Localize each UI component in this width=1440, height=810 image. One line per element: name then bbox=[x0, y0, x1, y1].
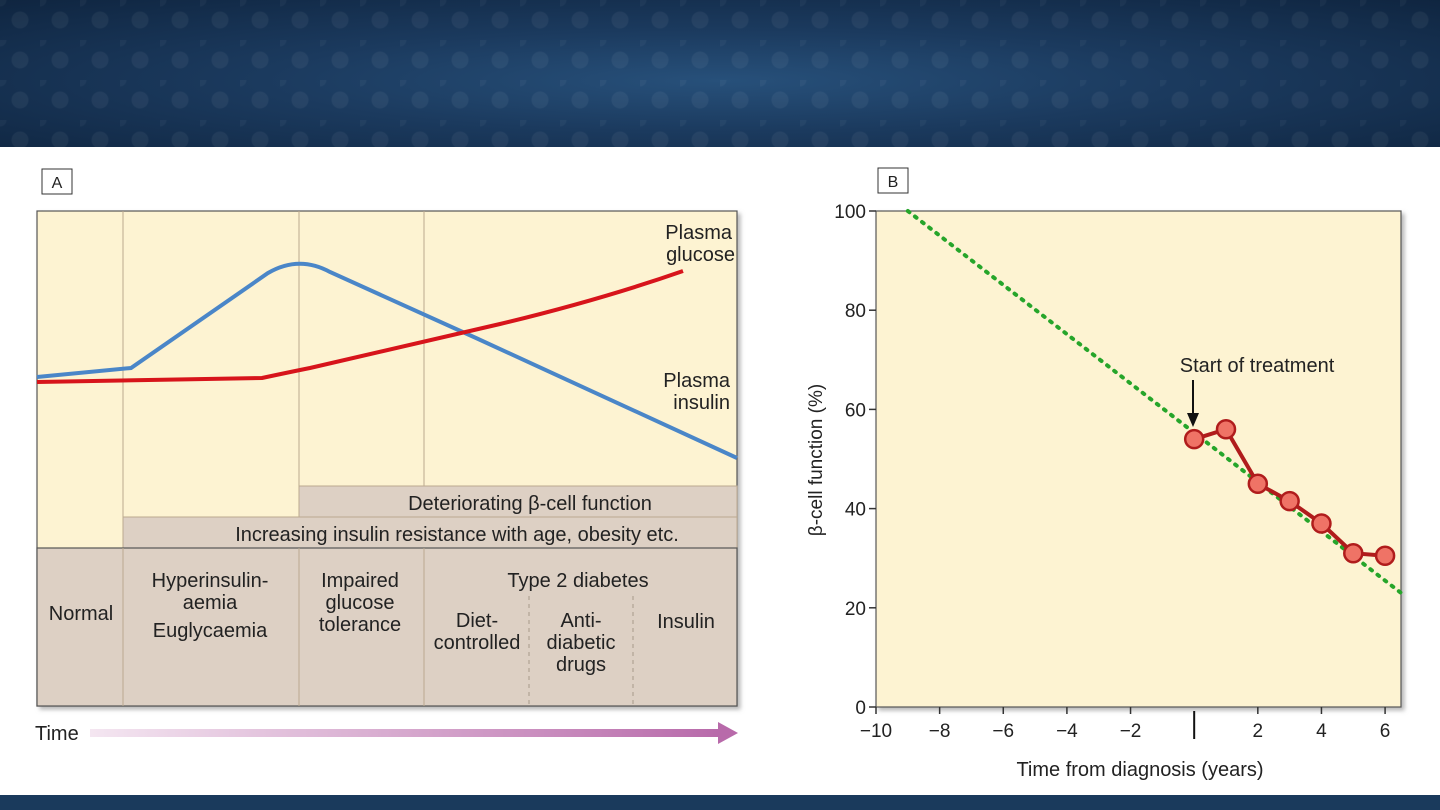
glucose-label-line1: Plasma bbox=[665, 222, 733, 244]
resistance-bar-label: Increasing insulin resistance with age, … bbox=[235, 524, 679, 546]
panel-b-series bbox=[905, 209, 1403, 595]
panel-b-axes: 0 20 40 60 80 100 −10 −8 −6 −4 −2 2 4 6 bbox=[834, 202, 1390, 742]
resistance-bar bbox=[122, 516, 738, 549]
beta-cell-bar-label: Deteriorating β-cell function bbox=[408, 493, 652, 515]
panel-b-tag-box bbox=[877, 167, 909, 194]
stage-normal: Normal bbox=[49, 603, 113, 625]
stage-hyper-line3: Euglycaemia bbox=[153, 620, 268, 642]
glucose-label-line2: glucose bbox=[666, 244, 735, 266]
stage-hyper-line1: Hyperinsulin- bbox=[152, 570, 269, 592]
data-point bbox=[1343, 542, 1364, 564]
treatment-annotation: Start of treatment bbox=[1180, 355, 1335, 377]
y-tick-label: 40 bbox=[845, 500, 866, 521]
x-tick-label: 2 bbox=[1253, 721, 1264, 742]
title-banner bbox=[0, 0, 1440, 147]
data-point bbox=[1183, 428, 1205, 450]
panel-b: B 0 20 40 60 80 100 −10 −8 −6 −4 −2 2 4 6 β-cell func… bbox=[806, 167, 1403, 781]
x-tick-label: −10 bbox=[860, 721, 892, 742]
y-tick-label: 80 bbox=[845, 301, 866, 322]
stage-drugs-line1: Anti- bbox=[560, 610, 601, 632]
x-tick-label: 6 bbox=[1380, 721, 1391, 742]
stage-table bbox=[36, 547, 738, 707]
data-point bbox=[1279, 490, 1300, 512]
glucose-curve bbox=[36, 269, 684, 384]
stage-insulin: Insulin bbox=[657, 611, 715, 633]
time-arrow-head bbox=[718, 722, 738, 744]
data-point bbox=[1215, 418, 1237, 440]
beta-cell-bar bbox=[298, 485, 738, 518]
bottom-band bbox=[0, 795, 1440, 810]
x-tick-label: −4 bbox=[1056, 721, 1078, 742]
x-tick-label: 4 bbox=[1316, 721, 1327, 742]
stage-igt-line3: tolerance bbox=[319, 614, 401, 636]
data-point bbox=[1374, 545, 1396, 566]
data-point bbox=[1311, 513, 1332, 534]
panel-a: A Deteriorating β-cell function Increasi… bbox=[35, 168, 738, 745]
insulin-label-line2: insulin bbox=[673, 392, 730, 414]
stage-hyper-line2: aemia bbox=[183, 592, 238, 614]
stage-t2d: Type 2 diabetes bbox=[507, 570, 648, 592]
stage-igt-line1: Impaired bbox=[321, 570, 399, 592]
x-tick-label: −6 bbox=[992, 721, 1014, 742]
x-tick-label: −8 bbox=[929, 721, 951, 742]
y-tick-label: 100 bbox=[834, 202, 866, 223]
panel-b-frame bbox=[875, 210, 1402, 708]
x-axis-label: Time from diagnosis (years) bbox=[1016, 759, 1263, 781]
y-tick-label: 0 bbox=[855, 698, 866, 719]
panel-a-tag: A bbox=[52, 175, 63, 192]
stage-drugs-line3: drugs bbox=[556, 654, 606, 676]
stage-diet-line2: controlled bbox=[434, 632, 521, 654]
panel-a-tag-box bbox=[41, 168, 73, 195]
data-point bbox=[1247, 473, 1269, 495]
time-arrow-shaft bbox=[90, 729, 720, 737]
time-label: Time bbox=[35, 723, 79, 745]
stage-igt-line2: glucose bbox=[326, 592, 395, 614]
y-tick-label: 60 bbox=[845, 400, 866, 421]
stage-drugs-line2: diabetic bbox=[547, 632, 616, 654]
insulin-curve bbox=[36, 261, 738, 460]
y-tick-label: 20 bbox=[845, 599, 866, 620]
stage-diet-line1: Diet- bbox=[456, 610, 498, 632]
y-axis-label: β-cell function (%) bbox=[806, 384, 827, 536]
insulin-label-line1: Plasma bbox=[663, 370, 731, 392]
x-tick-label: −2 bbox=[1120, 721, 1142, 742]
panel-b-tag: B bbox=[888, 174, 899, 191]
treatment-arrow-head bbox=[1187, 413, 1199, 427]
